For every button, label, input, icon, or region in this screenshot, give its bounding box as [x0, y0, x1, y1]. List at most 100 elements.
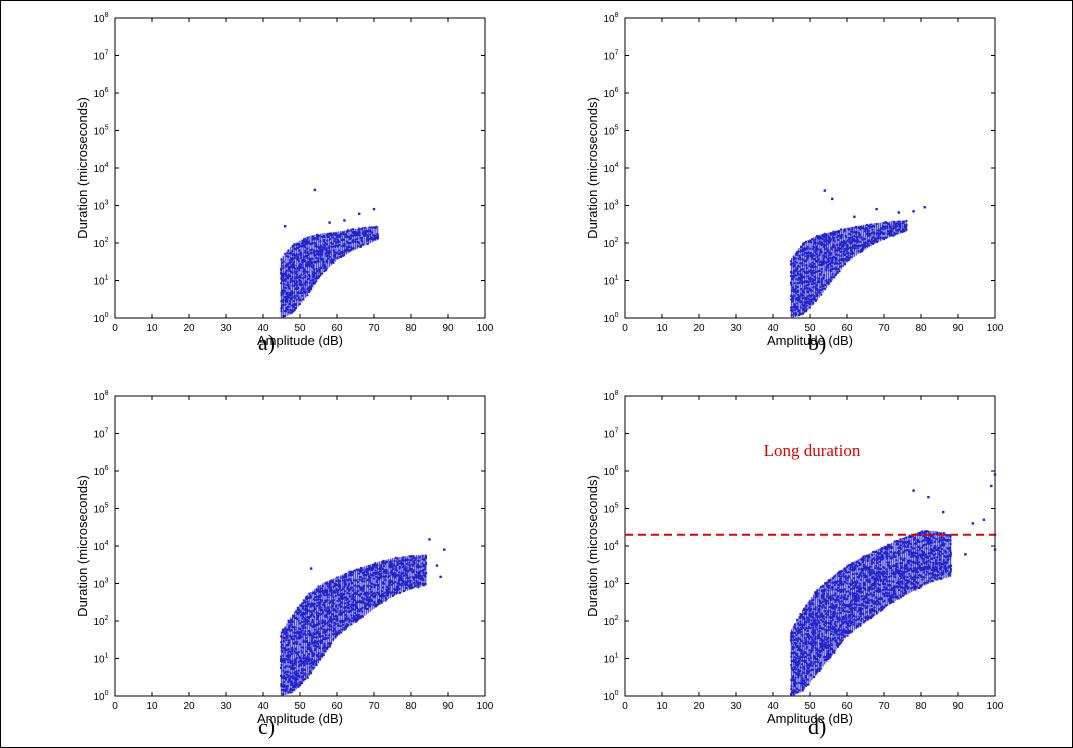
panel-label-b: b) — [808, 330, 827, 355]
y-tick-label: 100 — [93, 312, 108, 325]
x-tick-label: 20 — [183, 323, 195, 334]
data-points — [280, 538, 446, 697]
x-tick-label: 100 — [477, 701, 494, 712]
panel-label-a: a) — [258, 330, 276, 355]
x-tick-label: 10 — [656, 701, 668, 712]
x-tick-label: 0 — [112, 701, 118, 712]
data-point-outlier — [284, 225, 287, 228]
x-tick-label: 40 — [767, 701, 779, 712]
x-axis-label: Amplitude (dB) — [257, 711, 343, 726]
x-tick-label: 100 — [477, 323, 494, 334]
y-axis-label: Duration (microseconds) — [75, 475, 90, 617]
data-point-outlier — [428, 538, 431, 541]
data-point-outlier — [912, 210, 915, 213]
data-point-outlier — [923, 206, 926, 209]
y-tick-label: 100 — [603, 690, 618, 703]
y-tick-label: 101 — [603, 275, 618, 288]
scatter-plot-b: 0 10 20 30 40 50 60 70 80 90 100100101102103104105… — [585, 12, 1004, 348]
x-tick-label: 80 — [405, 323, 417, 334]
y-tick-label: 103 — [93, 200, 108, 213]
x-tick-label: 20 — [183, 701, 195, 712]
x-axis-label: Amplitude (dB) — [257, 333, 343, 348]
y-tick-label: 102 — [93, 615, 108, 628]
data-point-outlier — [309, 567, 313, 570]
x-tick-label: 20 — [693, 323, 705, 334]
x-tick-label: 90 — [952, 323, 964, 334]
y-tick-label: 103 — [603, 578, 618, 591]
x-tick-label: 70 — [368, 701, 380, 712]
x-tick-label: 10 — [656, 323, 668, 334]
data-points — [789, 473, 997, 697]
data-point-outlier — [897, 211, 900, 214]
x-tick-label: 20 — [693, 701, 705, 712]
data-point-outlier — [831, 197, 834, 201]
y-tick-label: 101 — [93, 275, 108, 288]
y-tick-label: 107 — [603, 50, 618, 63]
x-tick-label: 60 — [331, 323, 343, 334]
x-tick-label: 40 — [257, 701, 269, 712]
y-tick-label: 100 — [603, 312, 618, 325]
x-axis-label: Amplitude (dB) — [767, 333, 853, 348]
y-tick-label: 105 — [603, 503, 618, 516]
y-tick-label: 104 — [603, 162, 618, 175]
x-tick-label: 60 — [841, 323, 853, 334]
y-tick-label: 106 — [603, 465, 618, 478]
data-point-outlier — [372, 207, 376, 211]
y-tick-label: 108 — [93, 390, 108, 403]
panel-b: 0 10 20 30 40 50 60 70 80 90 100 100 101 102 103 104 105… — [510, 0, 1040, 370]
data-point-outlier — [443, 548, 446, 551]
data-point-outlier — [435, 564, 439, 567]
data-point-outlier — [853, 215, 856, 218]
data-point-outlier — [313, 188, 316, 192]
y-tick-label: 108 — [603, 390, 618, 403]
y-tick-label: 106 — [93, 87, 108, 100]
y-tick-label: 102 — [603, 237, 618, 250]
y-tick-label: 103 — [93, 578, 108, 591]
panel-d: 0 10 20 30 40 50 60 70 80 90 100 100 101 102 103 104 105… — [510, 378, 1040, 748]
x-tick-label: 60 — [331, 701, 343, 712]
y-tick-label: 107 — [603, 428, 618, 441]
data-point-outlier — [343, 219, 346, 222]
data-point-outlier — [417, 559, 420, 563]
scatter-plot-d: 0 10 20 30 40 50 60 70 80 90 100100101102103104105… — [585, 390, 1004, 726]
x-tick-label: 50 — [294, 701, 306, 712]
x-tick-label: 30 — [730, 701, 742, 712]
y-tick-label: 103 — [603, 200, 618, 213]
x-tick-label: 0 — [622, 323, 628, 334]
data-point-outlier — [875, 207, 878, 211]
x-tick-label: 0 — [622, 701, 628, 712]
data-point-outlier — [328, 221, 331, 224]
data-point-outlier — [823, 189, 826, 192]
x-tick-label: 40 — [767, 323, 779, 334]
data-points — [789, 189, 926, 318]
x-tick-label: 100 — [987, 701, 1004, 712]
panel-c: 0 10 20 30 40 50 60 70 80 90 100 100 101 102 103 104 105… — [0, 378, 530, 748]
y-tick-label: 102 — [603, 615, 618, 628]
y-tick-label: 105 — [603, 125, 618, 138]
y-tick-label: 100 — [93, 690, 108, 703]
scatter-plot-a: 0 10 20 30 40 50 60 70 80 90 100100101102103104105… — [75, 12, 494, 348]
x-tick-label: 80 — [915, 323, 927, 334]
x-tick-label: 70 — [878, 323, 890, 334]
y-tick-label: 101 — [603, 653, 618, 666]
x-tick-label: 90 — [442, 701, 454, 712]
x-tick-label: 70 — [878, 701, 890, 712]
y-tick-label: 108 — [93, 12, 108, 25]
x-tick-label: 50 — [294, 323, 306, 334]
panel-a: 0 10 20 30 40 50 60 70 80 90 100 100 101 102 103 104 105… — [0, 0, 530, 370]
y-tick-label: 106 — [603, 87, 618, 100]
y-axis-label: Duration (microseconds) — [75, 97, 90, 239]
data-point-outlier — [358, 212, 361, 216]
x-tick-label: 60 — [841, 701, 853, 712]
x-tick-label: 90 — [952, 701, 964, 712]
x-tick-label: 40 — [257, 323, 269, 334]
x-tick-label: 70 — [368, 323, 380, 334]
y-tick-label: 105 — [93, 503, 108, 516]
x-tick-label: 10 — [146, 701, 158, 712]
x-tick-label: 50 — [804, 701, 816, 712]
y-axis-label: Duration (microseconds) — [585, 475, 600, 617]
x-tick-label: 100 — [987, 323, 1004, 334]
data-points — [280, 188, 380, 318]
y-tick-label: 107 — [93, 50, 108, 63]
y-tick-label: 107 — [93, 428, 108, 441]
